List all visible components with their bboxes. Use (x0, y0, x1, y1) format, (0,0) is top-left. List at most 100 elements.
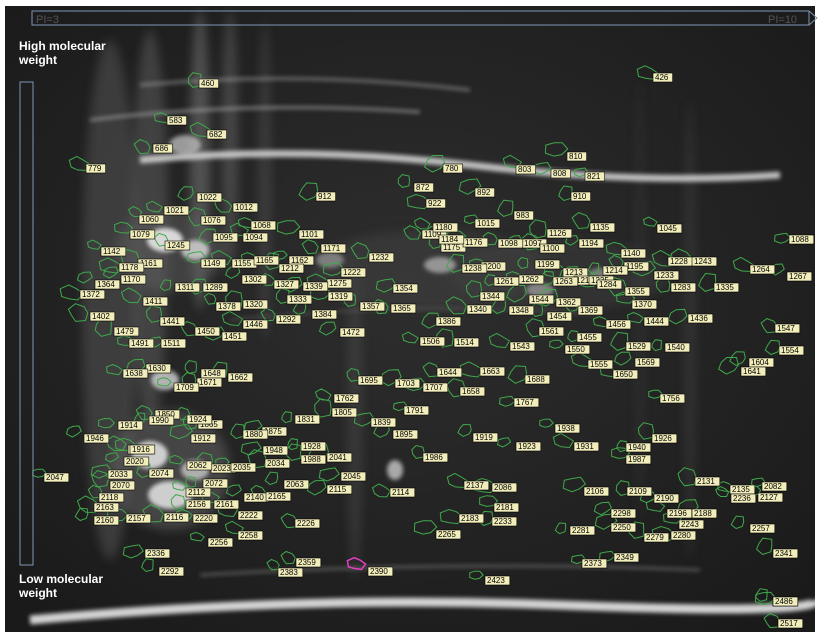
spot-outline (371, 483, 391, 498)
spot-label: 1641 (740, 366, 767, 377)
spot-label-text: 1378 (218, 302, 236, 311)
spot-label-box (584, 171, 605, 182)
spot-label-box (302, 281, 329, 292)
spot-outline (350, 242, 370, 260)
spot-label-text: 1986 (425, 453, 443, 462)
spot-label-text: 1402 (92, 312, 110, 321)
spot-outline (552, 432, 575, 449)
spot-outline (497, 199, 514, 217)
spot-label-text: 1222 (343, 268, 361, 277)
spot-label-box (625, 442, 652, 453)
spot-label: 1569 (634, 357, 661, 368)
spot-label-box (196, 192, 223, 203)
spot-label-box (670, 282, 697, 293)
spot-label-box (227, 372, 254, 383)
spot-label-text: 1079 (132, 230, 150, 239)
spot-label: 583 (166, 115, 187, 126)
spot-label-text: 1604 (751, 358, 769, 367)
spot-label: 2196 (666, 508, 693, 519)
spot-label: 1986 (422, 452, 449, 463)
spot-label-box (539, 243, 566, 254)
spot-label: 1228 (667, 256, 694, 267)
spot-label-text: 2109 (629, 487, 647, 496)
spot-label-text: 1212 (281, 264, 299, 273)
spot-label-text: 2163 (96, 503, 114, 512)
spot-outline (413, 520, 438, 535)
spot-outline (120, 287, 142, 304)
spot-label-box (125, 513, 152, 524)
spot-outline (626, 312, 645, 324)
spot-outline (403, 225, 422, 240)
spot-outline (539, 418, 554, 428)
spot-label-box (577, 305, 604, 316)
spot-label-text: 1703 (397, 379, 415, 388)
spot-label: 1155 (231, 258, 258, 269)
spot-label-box (173, 382, 200, 393)
spot-label-box (394, 378, 421, 389)
spot-label: 2257 (749, 523, 776, 534)
spot-label: 2220 (192, 513, 219, 524)
spot-label: 2236 (730, 493, 757, 504)
spot-outline (189, 121, 212, 138)
spot-label: 1335 (713, 282, 740, 293)
spot-label: 1283 (670, 282, 697, 293)
spot-label: 1320 (242, 299, 269, 310)
spot-label-box (357, 375, 384, 386)
spot-label-text: 1289 (205, 283, 223, 292)
spot-label-text: 1109 (424, 230, 442, 239)
spot-label-text: 810 (569, 152, 583, 161)
spot-label-box (749, 264, 776, 275)
spot-outline (558, 185, 573, 202)
spot-label: 1948 (262, 445, 289, 456)
spot-label-box (159, 316, 186, 327)
spot-label-box (192, 513, 219, 524)
spot-label: 1357 (359, 301, 386, 312)
spot-label-text: 1015 (477, 219, 495, 228)
spot-label-text: 1446 (245, 320, 263, 329)
spot-label: 872 (413, 182, 434, 193)
spot-label-box (221, 331, 248, 342)
spot-label: 1663 (479, 366, 506, 377)
spot-label-box (367, 566, 394, 577)
spot-label-box (620, 248, 647, 259)
spot-label: 2115 (326, 484, 353, 495)
spot-label-text: 2188 (694, 509, 712, 518)
spot-label-box (463, 480, 490, 491)
spot-label: 803 (515, 164, 536, 175)
spot-label: 2517 (777, 618, 804, 629)
spot-label-text: 1263 (555, 277, 573, 286)
spot-label-box (368, 252, 395, 263)
spot-label: 1703 (394, 378, 421, 389)
spot-label-text: 1543 (512, 342, 530, 351)
spot-label-box (262, 445, 289, 456)
spot-label: 2423 (484, 575, 511, 586)
spot-label-box (474, 218, 501, 229)
spot-label-text: 1101 (301, 230, 319, 239)
spot-label-box (515, 164, 536, 175)
spot-label-text: 2135 (732, 485, 750, 494)
spot-label-text: 1914 (120, 421, 138, 430)
spot-label: 1491 (128, 338, 155, 349)
spot-label-box (513, 397, 540, 408)
spot-outline (458, 178, 482, 195)
spot-outline (74, 507, 89, 522)
spot-label: 1436 (687, 313, 714, 324)
spot-label: 1386 (435, 316, 462, 327)
spot-outline (90, 464, 112, 479)
spot-label: 1015 (474, 218, 501, 229)
spot-label: 2063 (283, 479, 310, 490)
spot-label-text: 1232 (371, 253, 389, 262)
spot-label-text: 2183 (461, 514, 479, 523)
spot-label: 1100 (539, 243, 566, 254)
spot-label-text: 1370 (634, 300, 652, 309)
spot-label: 1756 (659, 393, 686, 404)
spot-label-text: 583 (169, 116, 183, 125)
spot-label-box (643, 532, 670, 543)
spot-label-box (242, 429, 269, 440)
spot-label-text: 2373 (584, 559, 602, 568)
spot-label-text: 1990 (151, 416, 169, 425)
spot-label-box (275, 314, 302, 325)
spot-outline (105, 435, 127, 452)
spot-label-box (370, 417, 397, 428)
